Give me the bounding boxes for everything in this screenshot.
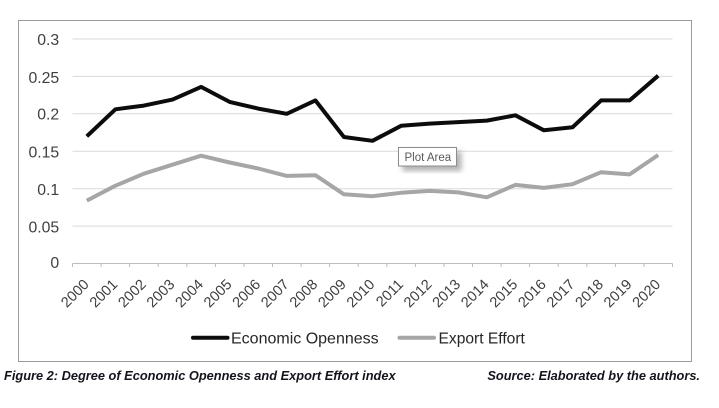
- svg-text:0.25: 0.25: [28, 70, 59, 87]
- svg-text:0.15: 0.15: [28, 145, 59, 162]
- svg-text:0.3: 0.3: [37, 32, 59, 49]
- svg-text:Figure 2: Degree of Economic O: Figure 2: Degree of Economic Openness an…: [4, 368, 396, 383]
- svg-text:Source: Elaborated by the auth: Source: Elaborated by the authors.: [487, 368, 700, 383]
- svg-text:0.1: 0.1: [37, 182, 59, 199]
- svg-text:Plot Area: Plot Area: [405, 152, 452, 164]
- svg-text:0: 0: [50, 255, 59, 272]
- svg-text:0.05: 0.05: [28, 220, 59, 237]
- svg-text:Export Effort: Export Effort: [439, 331, 526, 348]
- svg-text:Economic Openness: Economic Openness: [231, 331, 379, 348]
- svg-text:0.2: 0.2: [37, 107, 59, 124]
